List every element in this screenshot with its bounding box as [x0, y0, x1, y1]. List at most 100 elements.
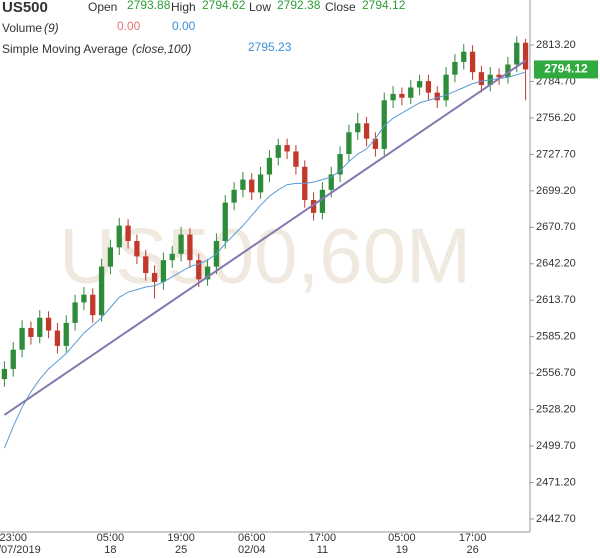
low-label: Low [249, 0, 271, 14]
x-tick-date: 26 [466, 544, 478, 556]
x-tick-date: 11 [317, 544, 328, 556]
candle-body [425, 81, 432, 93]
candle-body [328, 174, 334, 190]
candle-body [416, 81, 423, 88]
candle-body [72, 302, 78, 323]
candle-body [160, 260, 167, 282]
high-value: 2794.62 [202, 0, 246, 12]
candle-body [505, 64, 511, 78]
volume-param: (9) [44, 21, 59, 35]
candle-body [178, 234, 184, 254]
candle-body [408, 87, 414, 98]
y-tick-label: 2556.70 [536, 367, 576, 379]
sma-line [3, 71, 526, 449]
y-tick-label: 2670.70 [536, 221, 576, 233]
x-tick-date: 02/04 [238, 544, 266, 556]
candle-body [54, 330, 61, 346]
candle-body [461, 51, 467, 62]
candle-body [1, 368, 8, 380]
x-tick-label: 05:00 [388, 532, 416, 544]
close-value: 2794.12 [362, 0, 406, 12]
volume-label: Volume [2, 21, 42, 35]
candle-body [399, 93, 405, 98]
candle-body [134, 240, 140, 257]
y-tick-label: 2813.20 [536, 39, 576, 51]
sma-value: 2795.23 [248, 40, 292, 54]
candle-body [381, 100, 387, 149]
x-tick-label: 17:00 [309, 532, 337, 544]
candle-body [434, 92, 440, 101]
candle-body [469, 51, 476, 73]
candle-body [478, 72, 485, 85]
sma-label: Simple Moving Average [2, 42, 128, 56]
y-tick-label: 2471.20 [536, 476, 576, 488]
candle-body [284, 145, 290, 152]
candle-body [10, 349, 16, 369]
candle-body [496, 74, 502, 78]
volume-b: 0.00 [172, 19, 196, 33]
candle-body [310, 200, 317, 213]
candle-body [257, 174, 264, 193]
candle-body [293, 151, 299, 167]
price-tag [534, 60, 598, 79]
candle-body [390, 93, 396, 101]
candle-body [116, 225, 122, 248]
candle-body [275, 145, 281, 158]
x-tick-label: 19:00 [167, 532, 195, 544]
x-tick-label: 23:00 [0, 532, 27, 544]
candle-body [355, 123, 361, 133]
y-tick-label: 2699.20 [536, 185, 576, 197]
y-tick-label: 2642.20 [536, 258, 576, 270]
y-tick-label: 2727.70 [536, 148, 576, 160]
candle-body [443, 74, 449, 101]
candle-body [514, 42, 520, 65]
x-tick-date: 18 [104, 544, 116, 556]
y-tick-label: 2499.70 [536, 440, 576, 452]
candle-body [28, 327, 34, 337]
x-tick-date: 01/07/2019 [0, 544, 41, 556]
volume-a: 0.00 [117, 19, 141, 33]
candle-body [125, 225, 131, 241]
candle-body [222, 202, 228, 241]
candle-body [204, 266, 211, 280]
candle-body [90, 294, 96, 316]
candle-body [372, 138, 379, 149]
symbol: US500 [2, 0, 48, 16]
x-tick-label: 05:00 [97, 532, 125, 544]
candle-body [187, 234, 193, 261]
candle-body [37, 317, 43, 337]
y-tick-label: 2756.20 [536, 112, 576, 124]
candle-body [63, 322, 69, 346]
candle-body [231, 189, 237, 203]
candle-body [107, 247, 114, 267]
price-tag-label: 2794.12 [544, 62, 588, 76]
watermark: US500,60M [59, 212, 471, 300]
candle-body [452, 61, 458, 75]
open-value: 2793.88 [127, 0, 171, 12]
candle-body [249, 179, 255, 193]
candle-body [81, 294, 87, 303]
x-tick-label: 06:00 [238, 532, 266, 544]
candle-body [45, 317, 52, 331]
candle-body [337, 154, 343, 175]
candle-body [346, 132, 352, 155]
candle-body [196, 260, 202, 280]
candle-body [169, 253, 175, 261]
candle-body [98, 266, 105, 316]
candle-body [19, 327, 25, 350]
close-label: Close [325, 0, 356, 14]
candle-body [240, 179, 246, 190]
candle-body [319, 189, 326, 213]
x-tick-date: 19 [396, 544, 408, 556]
y-tick-label: 2528.20 [536, 403, 576, 415]
candle-body [522, 42, 529, 70]
x-tick-label: 17:00 [459, 532, 487, 544]
candle-body [363, 123, 370, 139]
candle-body [151, 272, 158, 282]
candle-body [143, 256, 149, 273]
y-tick-label: 2585.20 [536, 331, 576, 343]
candle-body [266, 157, 273, 175]
y-tick-label: 2613.70 [536, 294, 576, 306]
sma-param: (close,100) [132, 42, 191, 56]
